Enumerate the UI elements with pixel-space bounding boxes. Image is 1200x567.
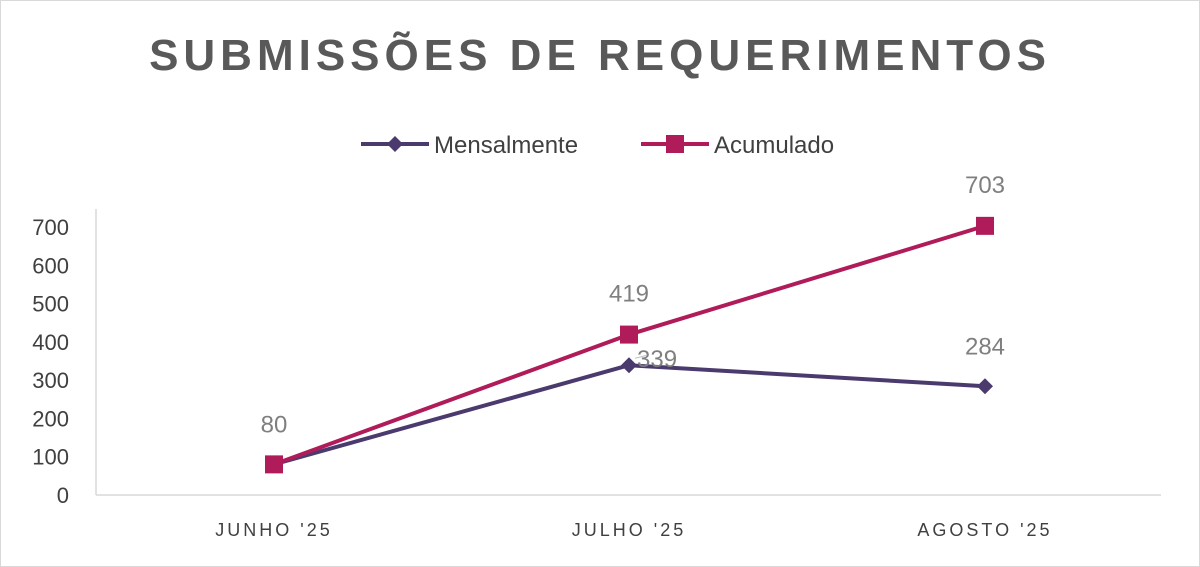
chart-title: SUBMISSÕES DE REQUERIMENTOS — [149, 31, 1051, 80]
series-line-mensalmente — [273, 363, 986, 467]
legend-marker-square — [666, 135, 684, 153]
series-line-acumulado — [273, 223, 986, 467]
y-tick-label: 0 — [57, 483, 69, 508]
leader-line — [634, 354, 648, 359]
y-tick-label: 400 — [32, 330, 69, 355]
data-point-acumulado — [976, 216, 994, 235]
data-label-mensalmente: 284 — [965, 333, 1005, 360]
legend-label-mensalmente: Mensalmente — [434, 132, 578, 159]
data-label-acumulado: 419 — [609, 281, 649, 308]
data-label-acumulado: 703 — [965, 172, 1005, 199]
y-tick-label: 500 — [32, 292, 69, 317]
data-point-acumulado — [620, 325, 638, 344]
data-label-mensalmente: 339 — [637, 346, 677, 373]
y-tick-label: 200 — [32, 406, 69, 431]
y-tick-label: 300 — [32, 368, 69, 393]
legend-label-acumulado: Acumulado — [714, 132, 834, 159]
data-label-mensalmente: 80 — [261, 411, 288, 438]
x-tick-label: JUNHO '25 — [215, 520, 332, 540]
legend-marker-diamond — [387, 136, 403, 152]
y-tick-label: 700 — [32, 215, 69, 240]
data-point-acumulado — [265, 455, 283, 474]
y-tick-label: 600 — [32, 253, 69, 278]
x-tick-label: AGOSTO '25 — [917, 520, 1052, 540]
data-point-mensalmente — [621, 357, 637, 374]
x-tick-label: JULHO '25 — [572, 520, 686, 540]
y-tick-label: 100 — [32, 445, 69, 470]
data-point-mensalmente — [977, 378, 993, 395]
